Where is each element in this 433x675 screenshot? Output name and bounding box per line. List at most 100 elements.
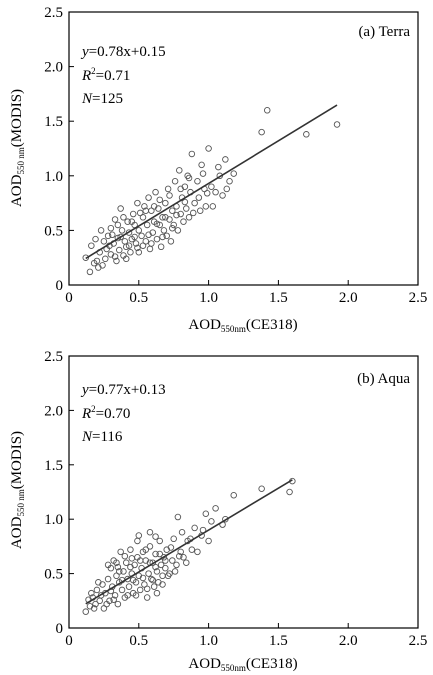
- x-tick-label: 1.0: [199, 290, 218, 306]
- data-point: [160, 554, 168, 561]
- data-point: [125, 229, 133, 236]
- data-point: [110, 596, 117, 603]
- data-point: [146, 529, 154, 536]
- data-point: [157, 561, 165, 569]
- data-point: [148, 240, 155, 247]
- data-point: [170, 535, 177, 543]
- r-squared: R2=0.70: [81, 404, 130, 422]
- y-tick-label: 2.5: [44, 5, 63, 21]
- data-point: [185, 214, 193, 221]
- data-point: [169, 557, 176, 564]
- data-point: [188, 546, 196, 553]
- data-point: [226, 178, 233, 185]
- data-point: [174, 227, 182, 234]
- data-point: [121, 238, 129, 245]
- data-point: [82, 608, 90, 615]
- data-point: [203, 190, 211, 197]
- x-tick-label: 0.5: [129, 290, 148, 306]
- data-point: [171, 178, 179, 185]
- data-point: [188, 150, 196, 158]
- x-tick-label: 0.5: [129, 633, 148, 649]
- data-point: [102, 255, 109, 263]
- y-tick-label: 1.0: [44, 169, 63, 185]
- data-point: [125, 583, 133, 590]
- data-point: [141, 203, 148, 210]
- panel-frame: [68, 11, 419, 286]
- data-point: [135, 227, 143, 234]
- y-axis-label: AOD550 nm(MODIS): [9, 89, 26, 207]
- data-point: [180, 554, 187, 561]
- data-point: [128, 218, 136, 225]
- data-point: [134, 199, 141, 207]
- data-point: [116, 246, 123, 254]
- data-point: [156, 196, 163, 204]
- data-point: [145, 570, 152, 577]
- data-point: [159, 572, 166, 580]
- data-point: [86, 268, 94, 276]
- data-point: [208, 518, 215, 525]
- data-point: [181, 198, 189, 206]
- data-point: [132, 240, 140, 247]
- data-point: [196, 207, 204, 214]
- data-point: [170, 221, 177, 229]
- y-tick-label: 0.5: [44, 567, 63, 583]
- data-point: [127, 248, 134, 256]
- data-point: [185, 174, 193, 182]
- x-axis-label: AOD550nm(CE318): [188, 656, 297, 673]
- data-point: [208, 183, 215, 190]
- data-point: [191, 524, 198, 532]
- x-tick-label: 2.5: [409, 633, 428, 649]
- data-point: [156, 537, 163, 545]
- data-point: [162, 564, 169, 572]
- data-point: [135, 248, 143, 256]
- x-tick-label: 2.0: [339, 633, 358, 649]
- data-point: [129, 576, 137, 584]
- data-point: [136, 209, 144, 217]
- data-point: [93, 586, 101, 594]
- data-point: [136, 586, 144, 594]
- data-point: [215, 163, 222, 171]
- data-point: [174, 513, 182, 521]
- sample-count: N=125: [81, 91, 123, 107]
- data-point: [150, 203, 158, 210]
- data-point: [153, 568, 161, 575]
- y-tick-label: 2.5: [44, 349, 63, 365]
- data-point: [156, 221, 163, 229]
- data-point: [149, 576, 157, 584]
- data-point: [96, 597, 103, 605]
- x-axis-label: AOD550nm(CE318): [188, 317, 297, 334]
- data-point: [263, 107, 271, 114]
- data-point: [139, 242, 147, 249]
- data-point: [131, 233, 138, 241]
- data-point: [195, 194, 203, 201]
- y-tick-label: 0.5: [44, 223, 63, 239]
- data-point: [153, 220, 161, 228]
- data-point: [116, 568, 123, 575]
- r-squared: R2=0.71: [81, 66, 130, 84]
- regression-equation: y=0.78x+0.15: [80, 44, 166, 60]
- data-point: [122, 255, 130, 263]
- data-point: [117, 205, 124, 212]
- data-point: [173, 211, 180, 219]
- data-point: [286, 488, 293, 496]
- scatter-chart-terra: 0 0.5 1.0 1.5 2.0 2.5 0 0.5 1.0 1.5 2.0 2.5 (a) Ter…: [9, 5, 427, 334]
- data-point: [162, 557, 169, 564]
- data-point: [153, 589, 161, 597]
- data-point: [171, 568, 179, 575]
- data-point: [177, 548, 184, 556]
- data-point: [145, 231, 152, 239]
- data-point: [93, 257, 101, 265]
- data-point: [118, 227, 126, 234]
- data-point: [104, 575, 112, 583]
- panel-title: (a) Terra: [358, 24, 410, 40]
- x-tick-label: 1.5: [269, 290, 288, 306]
- data-point: [120, 214, 127, 221]
- data-point: [107, 224, 115, 232]
- data-point: [333, 121, 341, 128]
- data-point: [90, 605, 98, 612]
- data-point: [150, 583, 158, 590]
- data-point: [194, 548, 201, 556]
- data-point: [97, 227, 105, 234]
- plot-area: [68, 355, 419, 629]
- data-point: [109, 231, 116, 239]
